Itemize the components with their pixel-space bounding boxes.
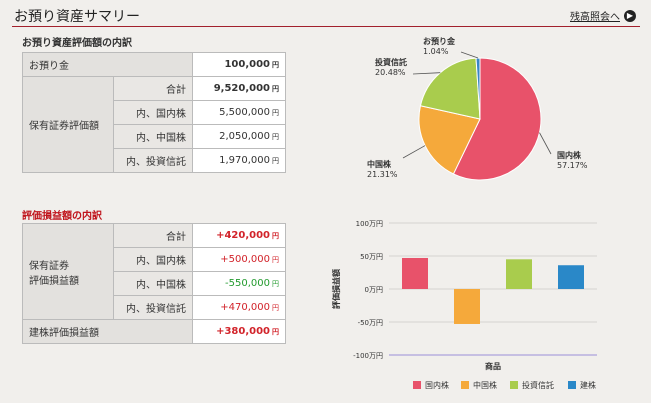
table-row: 内、国内株 5,500,000 円	[23, 100, 286, 125]
page-title: お預り資産サマリー	[14, 9, 140, 25]
row-value: 2,050,000 円	[192, 124, 286, 149]
row-label: 内、中国株	[113, 124, 193, 149]
pie-leader-line	[460, 51, 479, 59]
row-label: 内、国内株	[113, 247, 193, 272]
legend-swatch	[461, 381, 469, 389]
y-tick-label: -100万円	[353, 352, 383, 360]
bar	[506, 259, 532, 289]
y-tick-label: 100万円	[356, 220, 383, 228]
table-row: 内、投資信託 +470,000 円	[23, 295, 286, 320]
y-tick-label: 50万円	[360, 253, 383, 261]
pnl-group-label: 保有証券 評価損益額	[22, 223, 114, 320]
row-value: 9,520,000 円	[192, 76, 286, 101]
table-row: 保有証券評価額 合計 9,520,000 円	[22, 76, 286, 173]
x-axis-label: 商品	[485, 361, 501, 371]
pnl-section-title: 評価損益額の内訳	[22, 211, 102, 222]
deposit-label: お預り金	[22, 52, 193, 77]
row-label: 内、投資信託	[113, 295, 193, 320]
row-label: 内、中国株	[113, 271, 193, 296]
y-tick-label: 0万円	[365, 286, 383, 294]
legend-label: 投資信託	[522, 380, 554, 390]
legend-label: 中国株	[473, 380, 497, 390]
legend-label: 国内株	[425, 380, 449, 390]
deposit-value: 100,000 円	[192, 52, 286, 77]
table-row: 建株評価損益額 +380,000 円	[22, 319, 286, 344]
table-row: 内、投資信託 1,970,000 円	[23, 148, 286, 173]
row-value: +470,000 円	[192, 295, 286, 320]
row-label: 内、投資信託	[113, 148, 193, 173]
table-row: 内、中国株 2,050,000 円	[23, 124, 286, 149]
pie-slice	[452, 57, 542, 181]
y-tick-label: -50万円	[358, 319, 383, 327]
pnl-table: 保有証券 評価損益額 合計 +420,000 円 内、国内株 +500,000 円 内…	[22, 223, 286, 344]
row-value: +500,000 円	[192, 247, 286, 272]
margin-pnl-label: 建株評価損益額	[22, 319, 193, 344]
pie-label: お預り金	[423, 36, 456, 46]
table-row: 内、中国株 -550,000 円	[23, 271, 286, 296]
pie-leader-line	[539, 132, 552, 155]
row-label: 内、国内株	[113, 100, 193, 125]
pie-percent: 1.04%	[423, 47, 449, 56]
balance-inquiry-link[interactable]: 残高照会へ ▶	[570, 8, 636, 23]
securities-group-label: 保有証券評価額	[22, 76, 114, 173]
pie-percent: 20.48%	[375, 68, 406, 77]
pie-label: 投資信託	[375, 57, 407, 67]
balance-inquiry-label: 残高照会へ	[570, 12, 620, 23]
margin-pnl-value: +380,000 円	[192, 319, 286, 344]
legend-label: 建株	[580, 380, 596, 390]
legend-swatch	[510, 381, 518, 389]
bar	[402, 257, 428, 289]
row-value: 5,500,000 円	[192, 100, 286, 125]
assets-section-title: お預り資産評価額の内訳	[22, 38, 132, 49]
y-axis-label: 評価損益額	[331, 269, 341, 309]
row-label: 合計	[113, 76, 193, 101]
pie-slice	[418, 105, 481, 175]
pie-percent: 21.31%	[367, 170, 398, 179]
pie-leader-line	[412, 72, 441, 75]
table-row: お預り金 100,000 円	[22, 52, 286, 77]
arrow-right-icon: ▶	[624, 9, 636, 22]
row-value: 1,970,000 円	[192, 148, 286, 173]
pie-slice	[419, 57, 481, 120]
row-value: +420,000 円	[192, 223, 286, 248]
table-row: 保有証券 評価損益額 合計 +420,000 円	[22, 223, 286, 320]
title-divider	[12, 26, 640, 27]
pie-percent: 57.17%	[557, 161, 588, 170]
bar	[558, 265, 584, 289]
row-value: -550,000 円	[192, 271, 286, 296]
pie-label: 国内株	[557, 150, 582, 160]
row-label: 合計	[113, 223, 193, 248]
assets-table: お預り金 100,000 円 保有証券評価額 合計 9,520,000 円 内、国内…	[22, 52, 286, 173]
table-row: 内、国内株 +500,000 円	[23, 247, 286, 272]
pie-label: 中国株	[367, 159, 392, 169]
legend-swatch	[413, 381, 421, 389]
legend-swatch	[568, 381, 576, 389]
pie-slice	[475, 57, 481, 120]
pie-leader-line	[402, 145, 426, 159]
bar	[454, 289, 480, 324]
